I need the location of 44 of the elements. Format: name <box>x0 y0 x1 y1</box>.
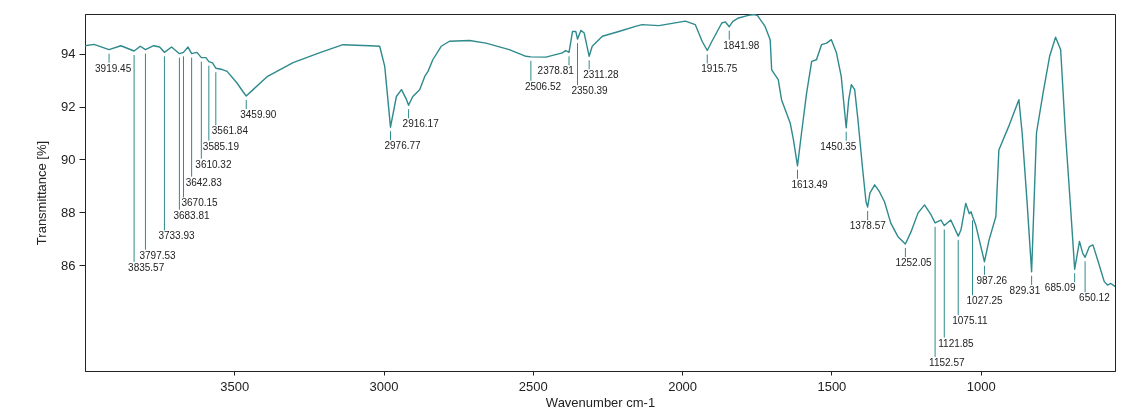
annotation: 2378.81 <box>537 65 575 77</box>
x-tick-label: 1000 <box>966 378 996 394</box>
annotation: 3797.53 <box>139 249 177 261</box>
x-tick-label: 3500 <box>220 378 250 394</box>
annotation: 1075.11 <box>952 315 989 327</box>
annotation: 3585.19 <box>202 140 240 152</box>
annotation: 650.12 <box>1079 292 1111 304</box>
annotation: 3733.93 <box>158 230 196 242</box>
annotation: 987.26 <box>976 274 1008 286</box>
annotation: 3670.15 <box>181 197 219 209</box>
annotation: 1252.05 <box>895 257 932 269</box>
annotation: 685.09 <box>1044 282 1076 294</box>
annotation: 1613.49 <box>791 178 829 190</box>
annotation: 2350.39 <box>571 85 609 97</box>
x-axis-title: Wavenumber cm-1 <box>545 394 656 410</box>
annotation: 1152.57 <box>929 356 965 368</box>
annotation: 1841.98 <box>723 39 760 51</box>
x-tick-label: 2000 <box>668 378 698 394</box>
annotation: 3610.32 <box>195 158 232 170</box>
annotation: 3459.90 <box>240 108 277 120</box>
annotation: 1378.57 <box>849 220 887 232</box>
annotation: 1121.85 <box>938 337 975 349</box>
annotation: 2506.52 <box>524 80 562 92</box>
x-tick-label: 3000 <box>369 378 399 394</box>
annotation: 1027.25 <box>966 295 1004 307</box>
annotation: 2916.17 <box>402 118 440 130</box>
y-tick-label: 90 <box>61 151 76 167</box>
annotation: 3561.84 <box>211 125 249 137</box>
y-tick-label: 94 <box>61 46 76 62</box>
annotation: 1915.75 <box>701 63 738 75</box>
annotation: 2311.28 <box>583 69 620 81</box>
y-tick-label: 92 <box>61 99 76 115</box>
annotation: 2976.77 <box>384 140 422 152</box>
annotation: 3919.45 <box>95 62 132 74</box>
annotation: 1450.35 <box>820 140 857 152</box>
y-tick-label: 88 <box>61 204 76 220</box>
y-tick-label: 86 <box>61 257 76 273</box>
annotation: 829.31 <box>1009 284 1041 296</box>
annotation: 3642.83 <box>185 176 223 188</box>
annotation: 3835.57 <box>128 262 165 274</box>
x-tick-label: 1500 <box>817 378 847 394</box>
annotation: 3683.81 <box>173 209 210 221</box>
y-axis-title: Transmittance [%] <box>34 140 50 246</box>
x-tick-label: 2500 <box>518 378 548 394</box>
